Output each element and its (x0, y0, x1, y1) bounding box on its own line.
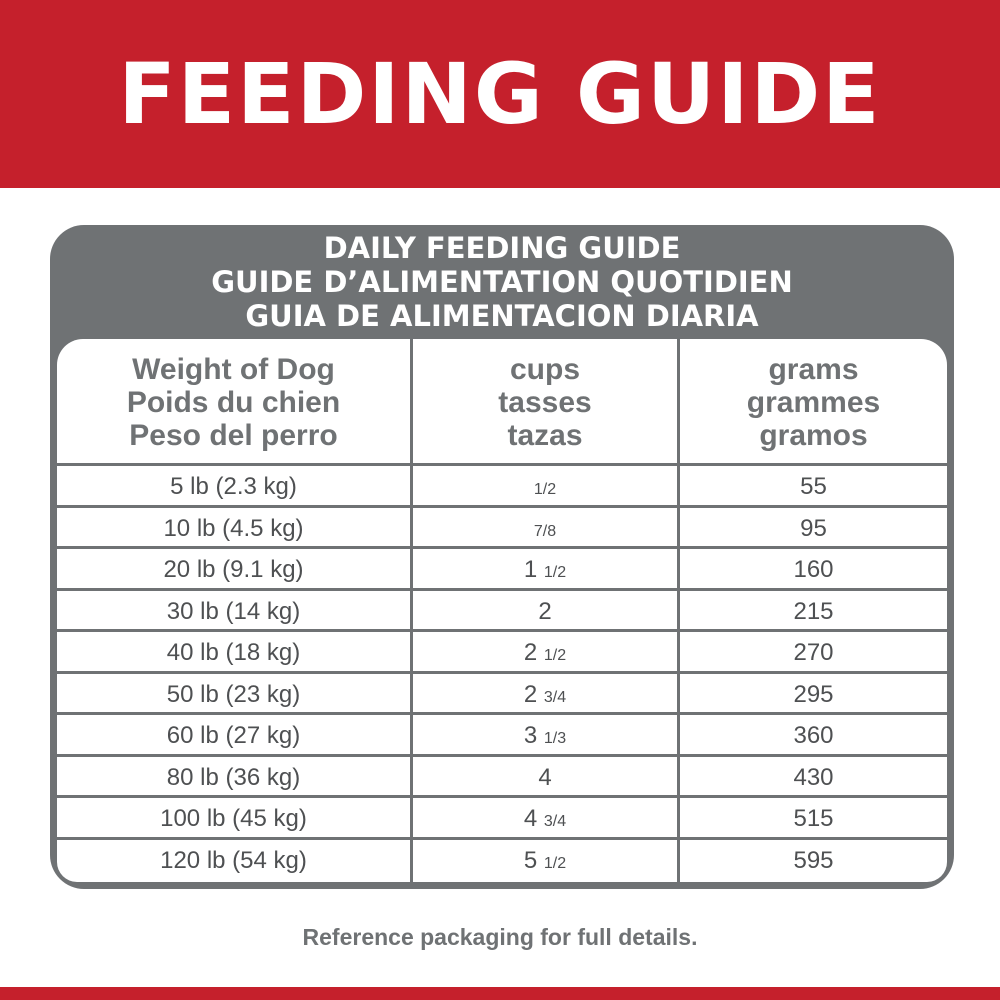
header-grams-es: gramos (759, 419, 868, 452)
header-weight: Weight of Dog Poids du chien Peso del pe… (57, 353, 410, 452)
row-divider (57, 546, 947, 549)
cups-cell: 2 (413, 591, 677, 632)
header-weight-fr: Poids du chien (126, 386, 341, 419)
cups-fraction: 3/4 (543, 688, 567, 706)
header-cups-fr: tasses (498, 386, 592, 419)
header-grams-en: grams (768, 353, 859, 386)
cups-fraction: 1/2 (543, 564, 567, 581)
header-grams-fr: grammes (746, 386, 881, 419)
grams-cell: 215 (793, 597, 834, 625)
cups-cell: 2 3/4 (413, 674, 677, 715)
cups-cell: 1 1/2 (413, 549, 677, 590)
cups-whole: 1 (523, 556, 538, 583)
weight-cell: 5 lb (2.3 kg) (170, 473, 297, 500)
weight-cell: 100 lb (45 kg) (160, 805, 307, 832)
cups-fraction: 3/4 (543, 813, 567, 830)
row-divider (57, 795, 947, 798)
feeding-table-card: DAILY FEEDING GUIDE GUIDE D’ALIMENTATION… (50, 225, 954, 889)
grams-cell: 160 (793, 556, 834, 583)
table-heading-spanish: GUIA DE ALIMENTACION DIARIA (245, 299, 759, 333)
grams-cell: 295 (793, 680, 834, 708)
cups-cell: 2 1/2 (413, 632, 677, 673)
bottom-bar (0, 987, 1000, 1000)
row-divider (57, 753, 947, 757)
row-divider (57, 712, 947, 715)
weight-cell: 10 lb (4.5 kg) (163, 514, 304, 542)
cups-fraction: 1/3 (543, 730, 567, 747)
cups-whole: 2 (523, 639, 538, 666)
grams-cell: 55 (800, 473, 827, 500)
cups-cell: 4 (413, 757, 677, 798)
header-weight-es: Peso del perro (129, 419, 338, 452)
header-cups-en: cups (509, 353, 581, 386)
top-banner: FEEDING GUIDE (0, 0, 1000, 188)
table-heading-english: DAILY FEEDING GUIDE (323, 231, 681, 265)
grams-cell: 360 (793, 722, 834, 749)
cups-cell: 5 1/2 (413, 840, 677, 881)
column-divider (677, 339, 680, 882)
header-cups: cups tasses tazas (413, 353, 677, 452)
table-row: 120 lb (54 kg) 5 1/2 595 (57, 840, 947, 881)
cups-whole: 4 (523, 805, 538, 832)
header-grams: grams grammes gramos (680, 353, 947, 452)
cups-cell: 4 3/4 (413, 798, 677, 839)
weight-cell: 20 lb (9.1 kg) (163, 556, 304, 583)
weight-cell: 60 lb (27 kg) (166, 722, 301, 749)
cups-cell: 7/8 (413, 508, 677, 549)
cups-whole: 2 (523, 680, 538, 708)
row-divider (57, 836, 947, 840)
row-divider (57, 629, 947, 632)
table-row: 40 lb (18 kg) 2 1/2 270 (57, 632, 947, 673)
table-row: 100 lb (45 kg) 4 3/4 515 (57, 798, 947, 839)
row-divider (57, 504, 947, 508)
table-row: 80 lb (36 kg) 4 430 (57, 757, 947, 798)
cups-fraction: 7/8 (533, 522, 557, 540)
table-header-row: Weight of Dog Poids du chien Peso del pe… (57, 339, 947, 465)
table-row: 60 lb (27 kg) 3 1/3 360 (57, 715, 947, 756)
header-cups-es: tazas (507, 419, 583, 452)
grams-cell: 95 (800, 514, 827, 542)
page-title: FEEDING GUIDE (118, 45, 882, 143)
footer-note: Reference packaging for full details. (302, 924, 698, 950)
cups-whole: 4 (538, 763, 552, 791)
table-heading: DAILY FEEDING GUIDE GUIDE D’ALIMENTATION… (50, 231, 954, 333)
weight-cell: 30 lb (14 kg) (166, 597, 301, 625)
grams-cell: 595 (793, 846, 834, 874)
header-weight-en: Weight of Dog (132, 353, 335, 386)
row-divider (57, 463, 947, 466)
cups-fraction: 1/2 (543, 647, 567, 664)
table-row: 5 lb (2.3 kg) 1/2 55 (57, 466, 947, 507)
weight-cell: 40 lb (18 kg) (166, 639, 301, 666)
weight-cell: 120 lb (54 kg) (160, 846, 307, 874)
weight-cell: 50 lb (23 kg) (166, 680, 301, 708)
grams-cell: 270 (793, 639, 834, 666)
table-row: 10 lb (4.5 kg) 7/8 95 (57, 508, 947, 549)
cups-cell: 1/2 (413, 466, 677, 507)
feeding-table: Weight of Dog Poids du chien Peso del pe… (57, 339, 947, 882)
table-row: 30 lb (14 kg) 2 215 (57, 591, 947, 632)
cups-whole: 3 (523, 722, 538, 749)
table-row: 20 lb (9.1 kg) 1 1/2 160 (57, 549, 947, 590)
row-divider (57, 587, 947, 591)
cups-whole: 2 (538, 597, 552, 625)
cups-whole: 5 (523, 846, 538, 874)
table-row: 50 lb (23 kg) 2 3/4 295 (57, 674, 947, 715)
row-divider (57, 670, 947, 674)
cups-cell: 3 1/3 (413, 715, 677, 756)
column-divider (410, 339, 413, 882)
cups-fraction: 1/2 (533, 481, 557, 498)
cups-fraction: 1/2 (543, 854, 567, 872)
weight-cell: 80 lb (36 kg) (166, 763, 301, 791)
grams-cell: 430 (793, 763, 834, 791)
grams-cell: 515 (793, 805, 834, 832)
table-heading-french: GUIDE D’ALIMENTATION QUOTIDIEN (211, 265, 793, 299)
